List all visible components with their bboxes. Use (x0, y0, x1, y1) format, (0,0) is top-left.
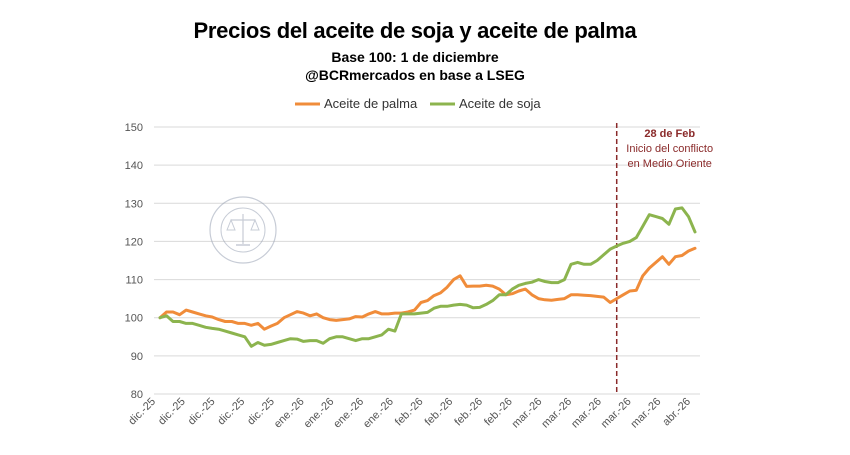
x-tick-label: mar.-26 (599, 396, 634, 431)
x-tick-label: feb.-26 (452, 396, 485, 429)
x-tick-label: abr.-26 (660, 396, 693, 429)
chart-source: @BCRmercados en base a LSEG (305, 67, 525, 83)
x-tick-label: mar.-26 (510, 396, 545, 431)
seal-icon (209, 196, 277, 264)
x-tick-label: ene.-26 (302, 396, 337, 431)
y-tick-label: 120 (125, 236, 143, 248)
annotation-text-line-2: en Medio Oriente (628, 158, 712, 170)
x-tick-label: ene.-26 (331, 396, 366, 431)
x-tick-label: dic.-25 (156, 396, 188, 428)
y-tick-label: 140 (125, 160, 143, 172)
x-tick-label: mar.-26 (569, 396, 604, 431)
y-tick-label: 80 (131, 389, 143, 401)
y-axis: 80 90 100 110 120 130 140 150 (125, 122, 143, 401)
annotation-text-line-1: Inicio del conflicto (626, 143, 713, 155)
annotation-date: 28 de Feb (644, 128, 695, 140)
chart-title: Precios del aceite de soja y aceite de p… (193, 18, 637, 43)
x-tick-label: ene.-26 (272, 396, 307, 431)
y-tick-label: 90 (131, 351, 143, 363)
x-tick-label: ene.-26 (361, 396, 396, 431)
x-tick-label: feb.-26 (393, 396, 426, 429)
chart-subtitle: Base 100: 1 de diciembre (331, 49, 499, 65)
y-tick-label: 150 (125, 122, 143, 134)
y-tick-label: 110 (125, 275, 143, 287)
series-line-soja (158, 206, 697, 348)
x-tick-label: mar.-26 (629, 396, 664, 431)
legend-label-palma: Aceite de palma (324, 96, 418, 111)
legend-label-soja: Aceite de soja (459, 96, 541, 111)
annotation: 28 de Feb Inicio del conflicto en Medio … (615, 123, 713, 394)
y-tick-label: 130 (125, 198, 143, 210)
x-tick-label: dic.-25 (186, 396, 218, 428)
y-tick-label: 100 (125, 313, 143, 325)
x-tick-label: mar.-26 (539, 396, 574, 431)
legend: Aceite de palma Aceite de soja (295, 96, 541, 111)
series-group (158, 206, 697, 348)
x-tick-label: dic.-25 (215, 396, 247, 428)
series-line-palma (158, 246, 697, 331)
x-tick-label: feb.-26 (423, 396, 456, 429)
x-axis: dic.-25dic.-25dic.-25dic.-25dic.-25ene.-… (126, 396, 693, 431)
grid (154, 126, 700, 395)
